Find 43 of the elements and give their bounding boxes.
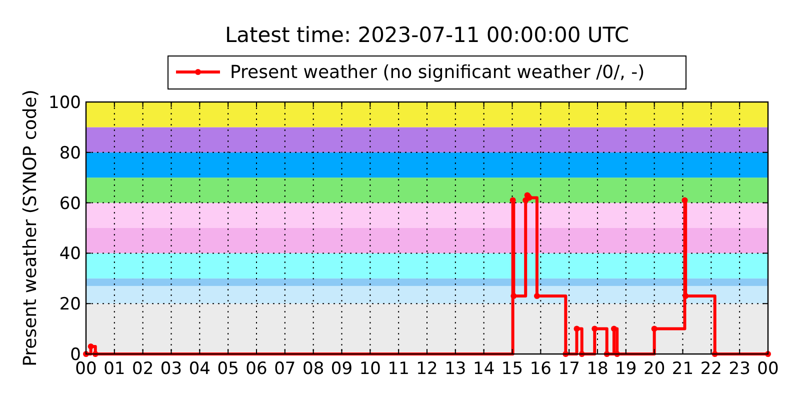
point [510, 197, 516, 204]
x-tick-label: 06 [246, 359, 268, 379]
x-tick-label: 23 [728, 359, 750, 379]
legend-label: Present weather (no significant weather /0/, -) [230, 62, 645, 83]
point [651, 326, 658, 332]
y-tick-label: 20 [59, 294, 81, 315]
point [574, 326, 580, 332]
y-tick-label: 100 [48, 93, 81, 113]
x-tick-label: 17 [558, 359, 580, 379]
y-axis-title: Present weather (SYNOP code) [20, 90, 41, 366]
point [682, 293, 689, 300]
x-tick-label: 00 [757, 359, 779, 379]
x-tick-label: 13 [444, 359, 466, 379]
x-tick-label: 12 [416, 359, 438, 379]
point [510, 293, 517, 300]
point [88, 343, 94, 350]
x-tick-label: 21 [672, 359, 694, 379]
x-tick-label: 07 [274, 359, 296, 379]
x-tick-label: 09 [330, 359, 353, 379]
x-tick-label: 11 [388, 359, 410, 379]
x-tick-label: 00 [75, 359, 97, 379]
x-tick-label: 08 [302, 359, 324, 379]
point [610, 326, 617, 332]
point [592, 326, 598, 332]
x-tick-label: 20 [644, 359, 666, 379]
x-tick-label: 19 [615, 359, 637, 379]
point [682, 197, 688, 204]
chart-title: Latest time: 2023-07-11 00:00:00 UTC [224, 23, 630, 47]
y-tick-label: 40 [59, 244, 81, 264]
y-tick-label: 60 [59, 194, 81, 214]
y-tick-label: 80 [59, 143, 81, 164]
x-tick-label: 01 [104, 359, 126, 379]
x-tick-label: 04 [188, 359, 210, 379]
x-tick-label: 15 [501, 359, 524, 379]
point [534, 293, 540, 300]
x-tick-label: 14 [473, 359, 495, 379]
x-tick-label: 18 [586, 359, 608, 379]
x-tick-label: 02 [132, 359, 154, 379]
x-tick-label: 05 [217, 359, 239, 379]
x-tick-label: 03 [160, 359, 182, 379]
x-tick-label: 10 [359, 359, 381, 379]
x-tick-label: 16 [530, 359, 552, 379]
x-tick-label: 22 [700, 359, 722, 379]
